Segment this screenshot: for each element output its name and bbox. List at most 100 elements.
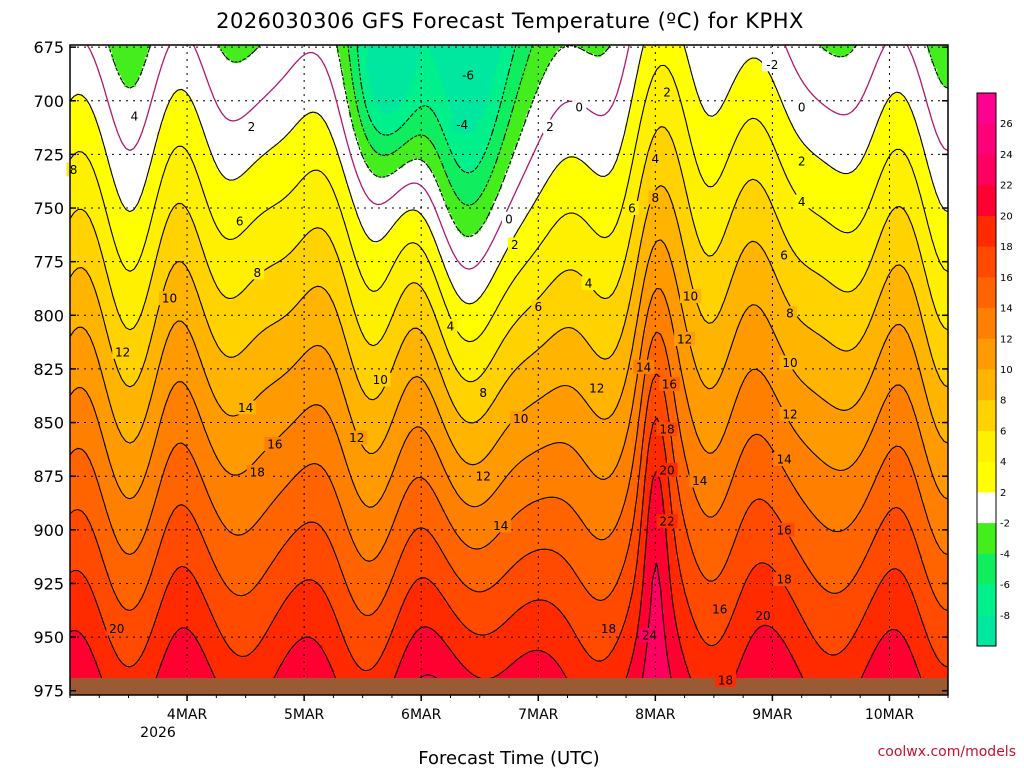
contour-label: 12 xyxy=(115,345,130,359)
contour-label-bg xyxy=(715,672,737,687)
colorbar-swatch xyxy=(977,308,996,340)
x-tick-label: 9MAR xyxy=(752,707,793,723)
contour-line xyxy=(70,417,948,672)
contour-label-bg xyxy=(232,213,247,228)
contour-line xyxy=(86,45,948,270)
contour-label-bg xyxy=(648,151,663,166)
colorbar-tick-label: -8 xyxy=(1000,611,1010,622)
contour-label: 10 xyxy=(162,292,177,306)
colorbar-swatch xyxy=(977,584,996,616)
contour-label: 14 xyxy=(636,360,651,374)
colorbar-tick-label: 12 xyxy=(1000,334,1013,345)
contour-label-bg xyxy=(443,319,458,334)
contour-label-bg xyxy=(752,608,774,623)
colorbar-swatch xyxy=(977,154,996,186)
contour-label-bg xyxy=(476,385,491,400)
contour-label: 2 xyxy=(248,120,256,134)
contour-label: 18 xyxy=(601,622,616,636)
contour-label: 6 xyxy=(236,214,244,228)
colorbar-swatch xyxy=(977,215,996,248)
contour-label-bg xyxy=(250,265,265,280)
contour-label-bg xyxy=(794,153,809,168)
contour-line xyxy=(70,64,948,343)
y-tick-label: 925 xyxy=(33,574,64,593)
contour-label: 14 xyxy=(776,453,791,467)
contour-label: -4 xyxy=(456,118,468,132)
contour-label: 16 xyxy=(776,523,791,537)
contour-line xyxy=(70,373,948,617)
contour-label: 12 xyxy=(782,407,797,421)
contour-label: 2 xyxy=(546,120,554,134)
contour-label: 16 xyxy=(267,438,282,452)
contour-label-bg xyxy=(581,276,596,291)
contour-label: 16 xyxy=(662,377,677,391)
colorbar-swatch xyxy=(977,523,996,555)
contour-label: 8 xyxy=(70,163,78,177)
x-tick-label: 5MAR xyxy=(284,707,325,723)
contour-label: 2 xyxy=(663,86,671,100)
y-tick-label: 750 xyxy=(33,199,64,218)
contour-label: 18 xyxy=(659,422,674,436)
contour-label: 8 xyxy=(652,191,660,205)
contour-line xyxy=(70,287,948,508)
contour-label: 18 xyxy=(718,673,733,687)
plot-area xyxy=(70,45,948,695)
contour-label-bg xyxy=(782,306,797,321)
colorbar-swatch xyxy=(977,277,996,309)
contour-label-bg xyxy=(709,602,731,617)
contour-label-bg xyxy=(674,331,696,346)
contour-label: 22 xyxy=(659,515,674,529)
colorbar-swatch xyxy=(977,553,996,586)
contour-label: 18 xyxy=(250,465,265,479)
y-tick-label: 900 xyxy=(33,521,64,540)
contour-label: 4 xyxy=(798,195,806,209)
contour-label-bg xyxy=(235,400,257,415)
colorbar-tick-label: 24 xyxy=(1000,150,1013,161)
contour-label: 14 xyxy=(692,474,707,488)
contour-line xyxy=(347,45,534,206)
contour-label-bg xyxy=(794,194,809,209)
colorbar-tick-label: 16 xyxy=(1000,273,1013,284)
contour-label-bg xyxy=(773,522,795,537)
contour-label-bg xyxy=(457,68,479,83)
x-tick-label: 4MAR xyxy=(167,707,208,723)
contour-label-bg xyxy=(451,117,473,132)
contour-label-bg xyxy=(773,452,795,467)
y-tick-label: 825 xyxy=(33,360,64,379)
contour-label: 10 xyxy=(782,356,797,370)
colorbar-tick-label: -6 xyxy=(1000,580,1010,591)
colorbar-tick-label: 22 xyxy=(1000,181,1013,192)
contour-label: 8 xyxy=(479,386,487,400)
contour-label: 6 xyxy=(534,300,542,314)
contour-label-bg xyxy=(794,100,809,115)
chart-title: 2026030306 GFS Forecast Temperature (ºC)… xyxy=(216,9,804,33)
contour-label: 8 xyxy=(253,266,261,280)
x-year-label: 2026 xyxy=(140,725,176,741)
contour-label-bg xyxy=(264,437,286,452)
colorbar-swatch xyxy=(977,430,996,463)
colorbar-tick-label: 8 xyxy=(1000,396,1006,407)
contour-label-bg xyxy=(502,211,516,226)
contour-label-bg xyxy=(624,201,639,216)
contour-label-bg xyxy=(159,291,181,306)
contour-label-bg xyxy=(510,411,532,426)
contour-label: 4 xyxy=(131,109,139,123)
contour-label-bg xyxy=(490,518,512,533)
contour-label: 14 xyxy=(493,519,508,533)
y-tick-label: 725 xyxy=(33,145,64,164)
credit-label[interactable]: coolwx.com/models xyxy=(878,744,1016,760)
contour-label: 18 xyxy=(776,573,791,587)
contour-label: -2 xyxy=(766,58,778,72)
colorbar: 26 24 22 20 18 16 14 12 10 8 6 4 2 -2 -4 -6 -8 xyxy=(976,92,1013,647)
x-tick-label: 6MAR xyxy=(401,707,442,723)
contour-label-bg xyxy=(773,572,795,587)
colorbar-frame xyxy=(976,92,997,647)
contour-label: 12 xyxy=(677,332,692,346)
contour-labels: 4826810121416182010124812141064202-6-412… xyxy=(66,57,809,687)
contour-label: 4 xyxy=(447,320,455,334)
y-tick-label: 950 xyxy=(33,628,64,647)
x-axis-label: Forecast Time (UTC) xyxy=(418,748,599,768)
colorbar-tick-label: 18 xyxy=(1000,242,1013,253)
colorbar-swatch xyxy=(977,615,996,647)
